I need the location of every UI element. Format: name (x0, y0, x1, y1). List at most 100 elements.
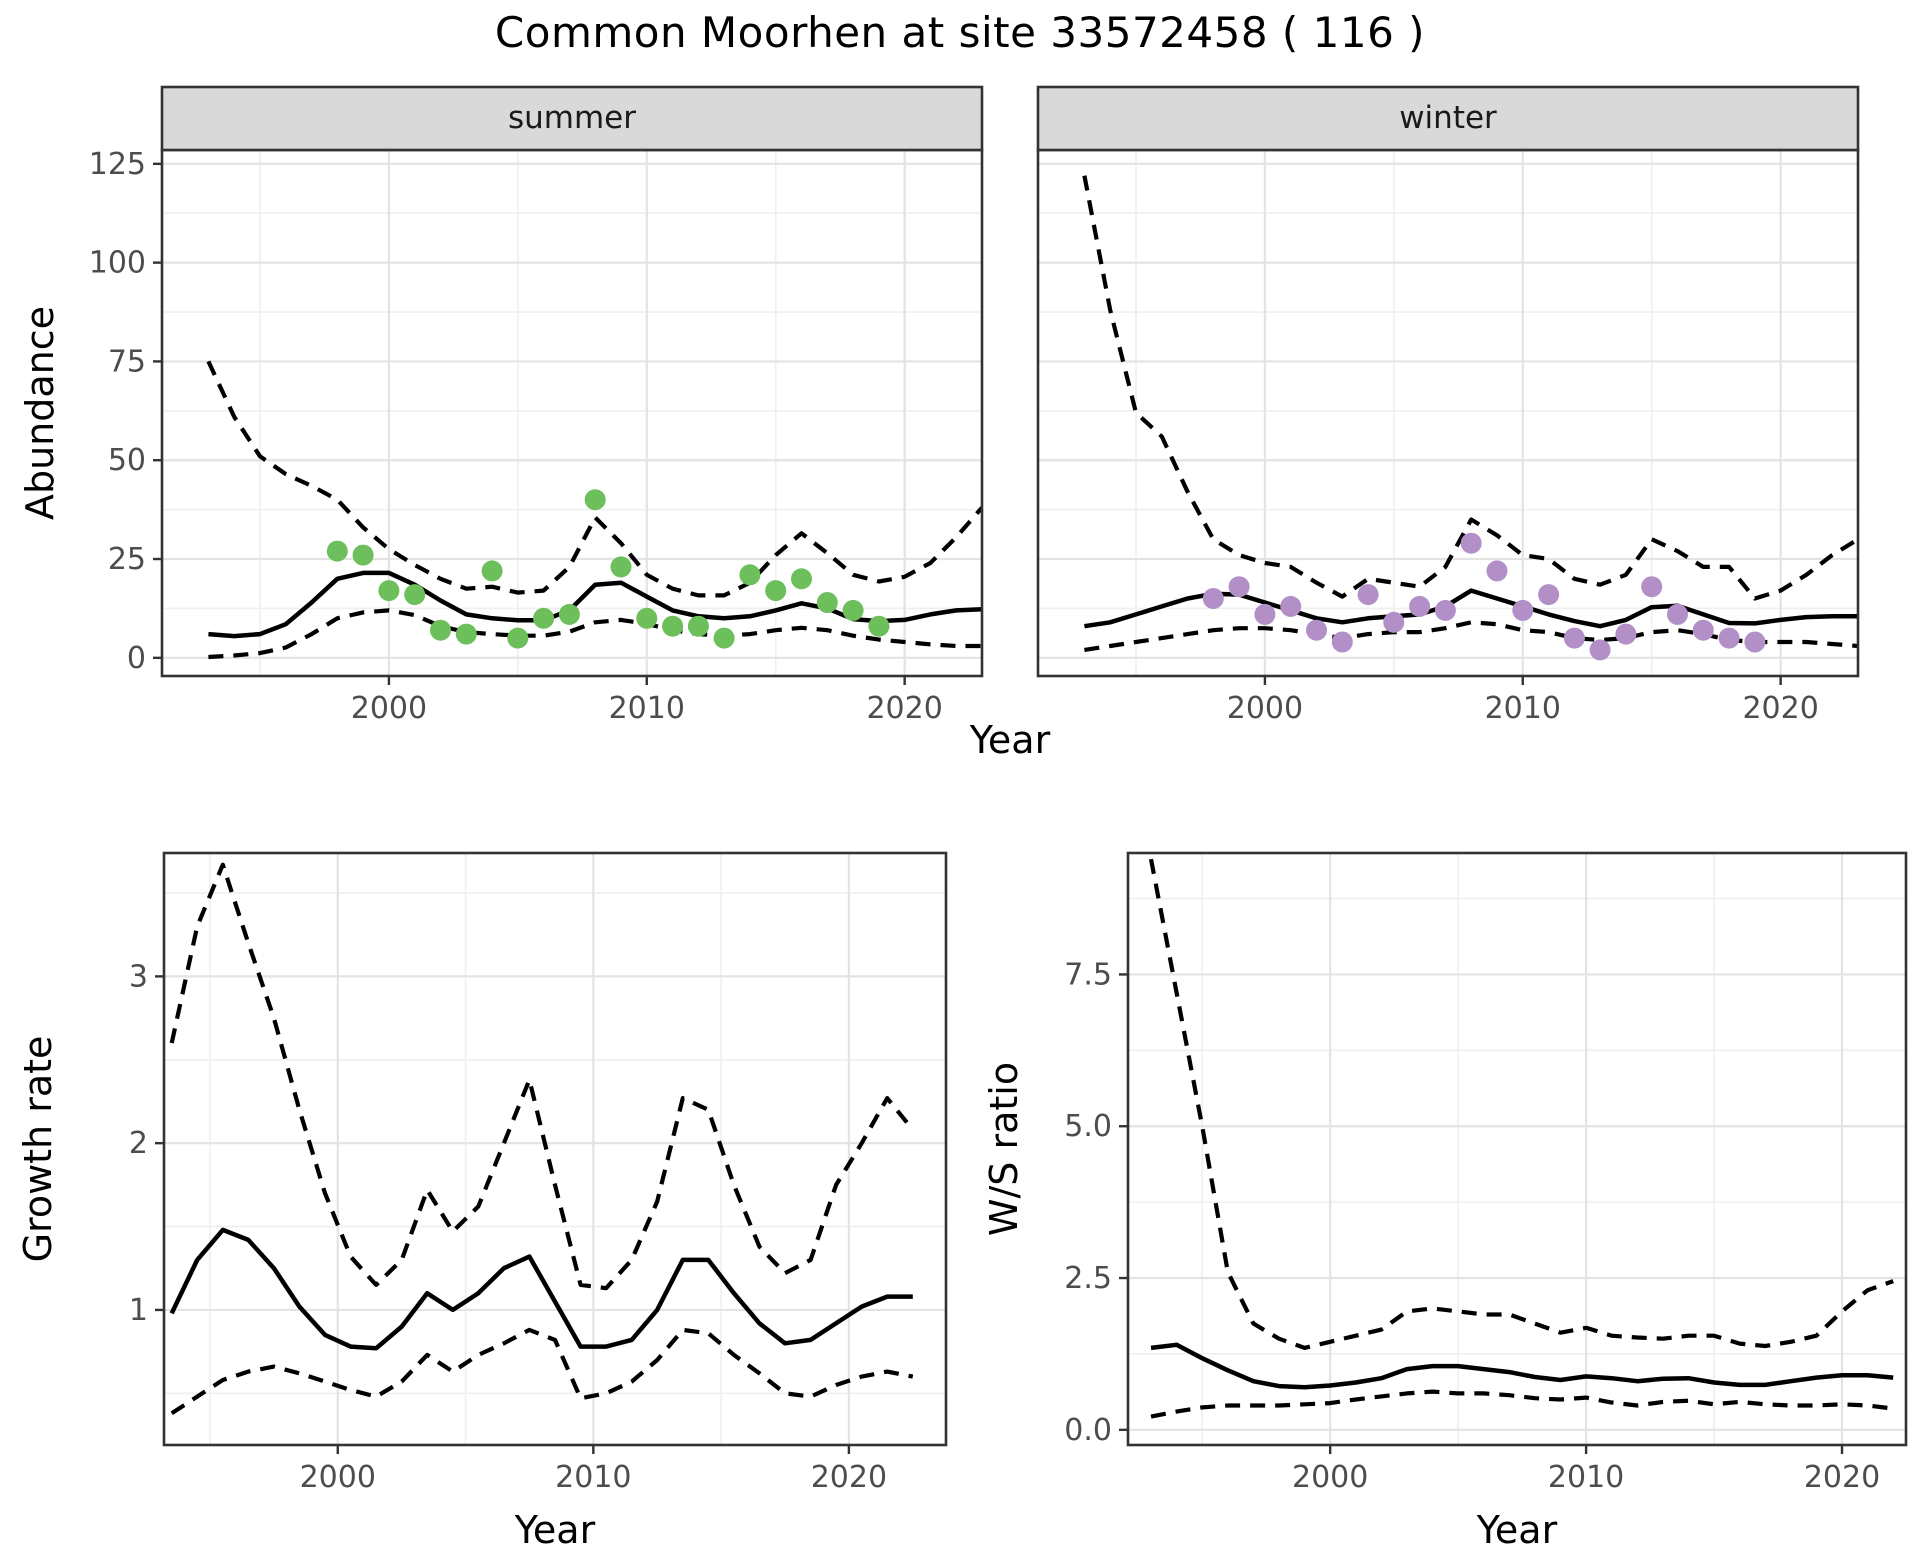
x-tick-label: 2020 (811, 1460, 887, 1495)
data-point (1306, 619, 1327, 641)
facet-strip (160, 85, 984, 152)
year-axis-title-growth: Year (514, 1508, 596, 1552)
upper-ci-line (1148, 858, 1894, 1350)
x-tick-label: 2000 (1227, 691, 1303, 726)
page-title: Common Moorhen at site 33572458 ( 116 ) (494, 8, 1426, 57)
abundance-axis-title: Abundance (18, 305, 62, 521)
data-point (481, 560, 503, 582)
lower-ci-line (1084, 620, 1859, 652)
x-tick-label: 2000 (1292, 1460, 1368, 1495)
facet-strip-summer: summer (507, 100, 636, 136)
data-point (791, 568, 812, 590)
upper-ci-line (206, 360, 983, 598)
data-point (1692, 619, 1714, 641)
panel-border (1036, 148, 1860, 678)
data-point (1460, 532, 1482, 554)
mean-line (1150, 1342, 1894, 1390)
panel-w-s-ratio: 2000 2010 2020 0.0 2.5 5.0 7.5 (1064, 851, 1908, 1495)
x-tick-label: 2010 (1485, 691, 1561, 726)
data-point (1589, 639, 1611, 661)
facet-strip-winter: winter (1399, 100, 1497, 136)
x-tick-label: 2020 (1742, 691, 1818, 726)
mean-line (169, 1227, 913, 1351)
panel-summer: 2000 2010 2020 0 25 50 75 100 125 (89, 85, 984, 726)
lower-ci-line (1150, 1389, 1894, 1419)
ws-ratio-axis-title: W/S ratio (982, 1061, 1026, 1237)
panel-border (160, 148, 984, 678)
data-point (1718, 627, 1740, 649)
lower-ci-line (170, 1327, 914, 1416)
data-point (816, 592, 838, 613)
data-point (455, 623, 477, 645)
data-point (533, 607, 555, 629)
lower-ci-line (208, 608, 982, 660)
x-tick-label: 2010 (555, 1460, 631, 1495)
data-point (713, 627, 735, 649)
y-tick-label: 100 (89, 246, 146, 281)
upper-ci-line (1082, 175, 1859, 601)
y-tick-label: 2.5 (1064, 1261, 1112, 1296)
data-point (584, 489, 606, 511)
data-point (1615, 623, 1637, 645)
y-tick-label: 3 (129, 959, 148, 994)
panel-growth-rate: 2000 2010 2020 1 2 3 (129, 851, 948, 1495)
data-point (1280, 595, 1302, 617)
y-tick-label: 0 (127, 641, 146, 676)
x-tick-label: 2000 (300, 1460, 376, 1495)
data-point (558, 603, 580, 625)
data-point (326, 540, 348, 562)
data-point (1357, 584, 1379, 606)
panel-winter: 2000 2010 2020 (1036, 85, 1860, 726)
year-axis-title-top: Year (969, 718, 1051, 762)
year-axis-title-ws: Year (1476, 1508, 1558, 1552)
y-tick-label: 0.0 (1064, 1413, 1112, 1448)
data-point (378, 580, 400, 602)
panel-border (162, 851, 948, 1447)
data-point (404, 584, 426, 606)
x-tick-label: 2000 (351, 691, 427, 726)
y-tick-label: 5.0 (1064, 1109, 1112, 1144)
data-point (868, 615, 890, 637)
mean-line (208, 570, 983, 639)
facet-strip (1036, 85, 1860, 152)
upper-ci-line (169, 862, 915, 1291)
x-tick-label: 2020 (866, 691, 942, 726)
y-tick-label: 7.5 (1064, 957, 1112, 992)
data-point (1667, 603, 1688, 625)
data-point (1434, 599, 1456, 621)
growth-rate-axis-title: Growth rate (16, 1035, 60, 1263)
data-point (1254, 603, 1276, 625)
x-tick-label: 2020 (1804, 1460, 1880, 1495)
y-tick-label: 1 (129, 1293, 148, 1328)
panel-border (1126, 851, 1908, 1447)
y-tick-label: 25 (108, 542, 146, 577)
data-point (1563, 627, 1585, 649)
data-point (1383, 611, 1405, 633)
data-point (765, 580, 787, 602)
data-point (662, 615, 684, 637)
y-tick-label: 125 (89, 147, 146, 182)
data-point (1331, 631, 1353, 653)
y-tick-label: 75 (108, 344, 146, 379)
x-tick-label: 2010 (1548, 1460, 1624, 1495)
data-point (739, 564, 761, 586)
data-point (687, 615, 709, 637)
data-point (430, 619, 451, 641)
data-point (610, 556, 632, 578)
data-point (1538, 584, 1560, 606)
data-point (352, 544, 374, 566)
x-tick-label: 2010 (609, 691, 685, 726)
data-point (507, 627, 529, 649)
data-point (1744, 631, 1766, 653)
data-point (1202, 588, 1224, 609)
data-point (1228, 576, 1250, 598)
data-point (1486, 560, 1508, 582)
y-tick-label: 2 (129, 1126, 148, 1161)
data-point (1512, 599, 1534, 621)
data-point (842, 599, 864, 621)
data-point (1409, 595, 1431, 617)
y-tick-label: 50 (108, 443, 146, 478)
data-point (636, 607, 658, 629)
